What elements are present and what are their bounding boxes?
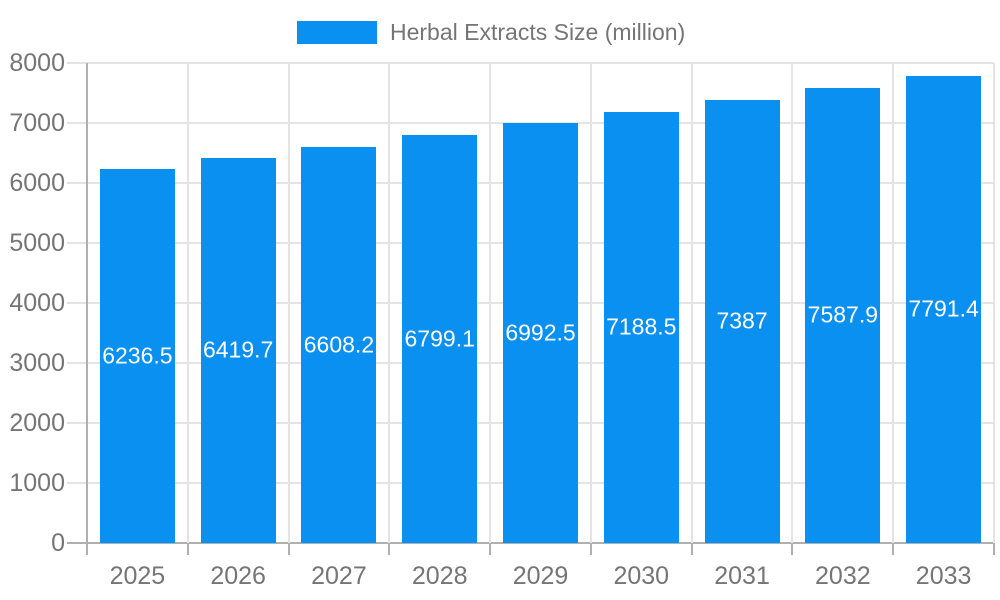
bar-value-label: 7791.4 <box>908 295 979 322</box>
bar-value-label: 6419.7 <box>202 336 274 363</box>
y-tick-label: 2000 <box>9 409 65 437</box>
y-gridline <box>67 122 994 124</box>
y-tick-label: 8000 <box>9 49 65 77</box>
y-tick-label: 5000 <box>9 229 65 257</box>
legend-swatch <box>297 21 377 44</box>
axis-tick <box>993 543 995 555</box>
bar-value-label: 7387 <box>716 307 768 334</box>
x-gridline <box>186 63 189 543</box>
x-axis-baseline <box>67 542 994 544</box>
bar[interactable] <box>200 157 276 543</box>
axis-tick <box>589 543 592 555</box>
bar-value-label: 6608.2 <box>303 331 375 358</box>
bar-value-label: 7587.9 <box>807 301 879 328</box>
x-tick-label: 2025 <box>109 562 166 590</box>
bar[interactable] <box>805 87 881 543</box>
bar[interactable] <box>603 111 679 543</box>
bar[interactable] <box>704 99 780 543</box>
x-gridline <box>388 63 391 543</box>
x-gridline <box>892 63 895 543</box>
axis-tick <box>892 543 895 555</box>
y-gridline <box>67 62 994 64</box>
bar-value-label: 6799.1 <box>404 325 475 352</box>
x-gridline <box>287 63 290 543</box>
bar[interactable] <box>503 123 578 543</box>
x-tick-label: 2033 <box>915 562 972 590</box>
axis-tick <box>388 543 391 555</box>
axis-tick <box>690 543 693 555</box>
axis-tick <box>489 543 492 555</box>
legend-label: Herbal Extracts Size (million) <box>390 19 686 45</box>
x-gridline <box>690 63 693 543</box>
bar[interactable] <box>99 168 175 543</box>
axis-tick <box>86 543 88 555</box>
x-gridline <box>589 63 592 543</box>
x-tick-label: 2030 <box>613 562 670 590</box>
x-tick-label: 2032 <box>815 562 871 590</box>
x-gridline <box>993 63 995 543</box>
y-tick-label: 1000 <box>9 469 65 497</box>
bar[interactable] <box>402 135 478 543</box>
x-tick-label: 2031 <box>714 562 770 590</box>
y-tick-label: 4000 <box>9 289 65 317</box>
x-tick-label: 2026 <box>210 562 266 590</box>
x-tick-label: 2028 <box>411 562 468 590</box>
legend: Herbal Extracts Size (million) <box>0 0 1000 56</box>
axis-tick <box>791 543 794 555</box>
x-tick-label: 2027 <box>311 562 367 590</box>
bar-value-label: 7188.5 <box>606 313 677 340</box>
x-gridline <box>791 63 794 543</box>
bar-value-label: 6236.5 <box>102 342 173 369</box>
y-tick-label: 3000 <box>9 349 65 377</box>
bar[interactable] <box>301 146 377 543</box>
axis-tick <box>287 543 290 555</box>
y-tick-label: 7000 <box>9 109 65 137</box>
bar[interactable] <box>906 75 982 543</box>
axis-tick <box>186 543 189 555</box>
x-gridline <box>489 63 492 543</box>
y-axis-line <box>86 63 88 543</box>
y-tick-label: 0 <box>51 529 65 557</box>
bar-value-label: 6992.5 <box>505 319 576 346</box>
x-tick-label: 2029 <box>512 562 569 590</box>
y-tick-label: 6000 <box>9 169 65 197</box>
